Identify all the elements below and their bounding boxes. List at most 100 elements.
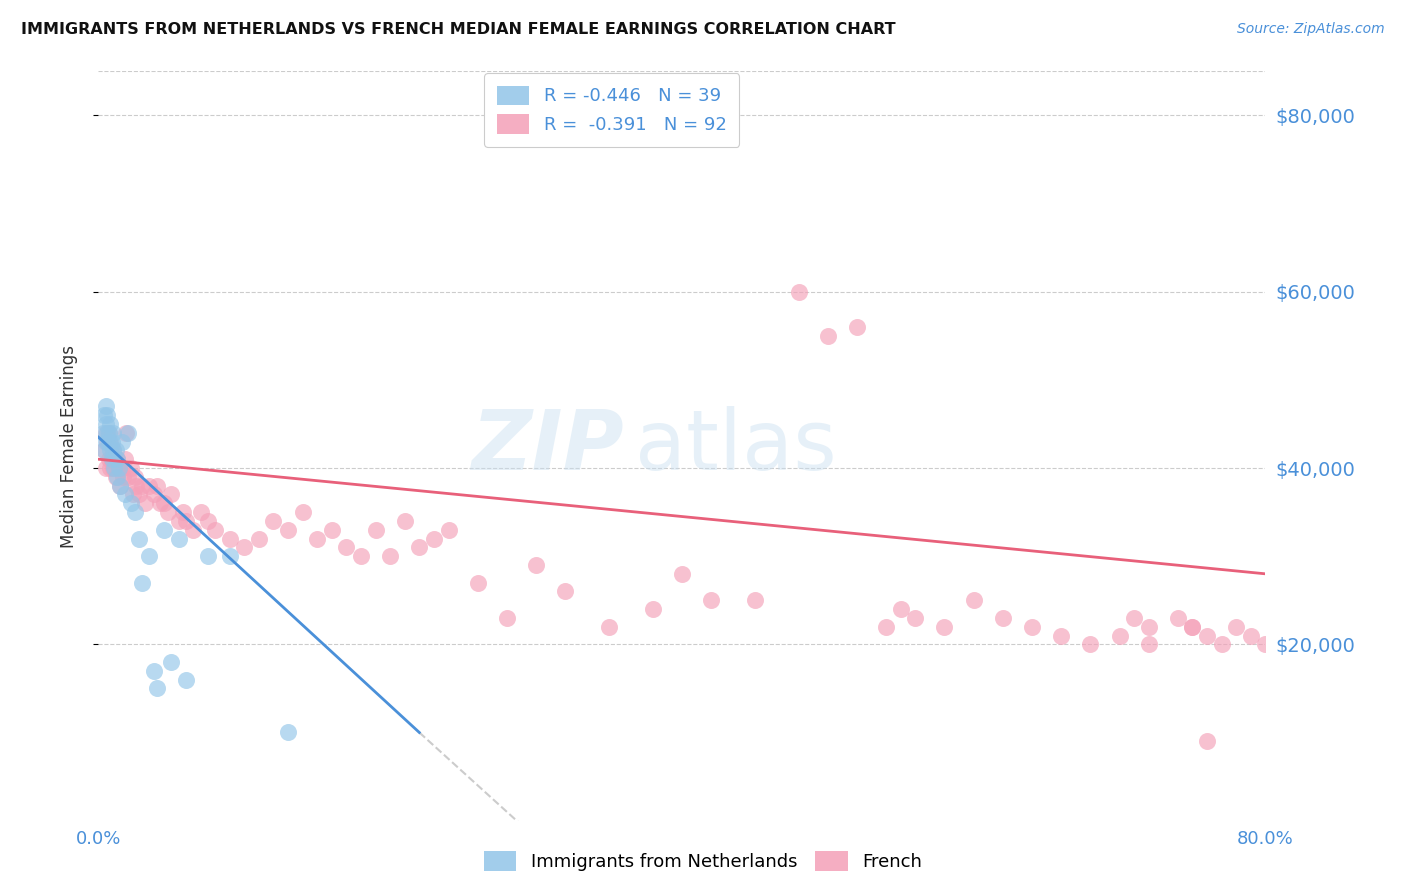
Point	[142, 664, 165, 678]
Point	[233, 541, 256, 555]
Point	[134, 496, 156, 510]
Point	[128, 532, 150, 546]
Text: Source: ZipAtlas.com: Source: ZipAtlas.com	[1237, 22, 1385, 37]
Point	[160, 655, 183, 669]
Point	[93, 443, 115, 458]
Point	[641, 602, 664, 616]
Point	[94, 461, 117, 475]
Point	[101, 425, 124, 440]
Point	[128, 487, 150, 501]
Point	[423, 532, 446, 546]
Point	[94, 434, 117, 449]
Point	[172, 505, 194, 519]
Point	[131, 478, 153, 492]
Point	[97, 452, 120, 467]
Point	[1050, 628, 1073, 642]
Point	[197, 514, 219, 528]
Point	[101, 443, 124, 458]
Point	[496, 611, 519, 625]
Point	[96, 408, 118, 422]
Point	[277, 725, 299, 739]
Point	[160, 487, 183, 501]
Point	[890, 602, 912, 616]
Point	[97, 434, 120, 449]
Point	[167, 532, 190, 546]
Point	[101, 461, 124, 475]
Point	[101, 443, 124, 458]
Point	[131, 575, 153, 590]
Point	[218, 549, 240, 564]
Point	[142, 487, 165, 501]
Point	[174, 514, 197, 528]
Point	[335, 541, 357, 555]
Point	[1181, 620, 1204, 634]
Point	[744, 593, 766, 607]
Point	[380, 549, 402, 564]
Point	[105, 452, 128, 467]
Point	[97, 425, 120, 440]
Point	[103, 452, 125, 467]
Point	[98, 443, 121, 458]
Text: ZIP: ZIP	[471, 406, 624, 486]
Point	[247, 532, 270, 546]
Point	[904, 611, 927, 625]
Point	[93, 408, 115, 422]
Point	[1195, 628, 1218, 642]
Point	[1080, 637, 1102, 651]
Point	[467, 575, 489, 590]
Point	[94, 417, 117, 431]
Point	[96, 434, 118, 449]
Point	[554, 584, 576, 599]
Point	[157, 505, 180, 519]
Point	[671, 566, 693, 581]
Point	[138, 478, 160, 492]
Point	[1137, 620, 1160, 634]
Point	[104, 470, 127, 484]
Point	[291, 505, 314, 519]
Point	[364, 523, 387, 537]
Point	[991, 611, 1014, 625]
Point	[174, 673, 197, 687]
Point	[598, 620, 620, 634]
Point	[146, 681, 169, 696]
Point	[124, 505, 146, 519]
Point	[1195, 734, 1218, 748]
Legend: Immigrants from Netherlands, French: Immigrants from Netherlands, French	[477, 844, 929, 879]
Point	[190, 505, 212, 519]
Point	[108, 461, 131, 475]
Point	[307, 532, 329, 546]
Point	[437, 523, 460, 537]
Point	[125, 478, 148, 492]
Text: IMMIGRANTS FROM NETHERLANDS VS FRENCH MEDIAN FEMALE EARNINGS CORRELATION CHART: IMMIGRANTS FROM NETHERLANDS VS FRENCH ME…	[21, 22, 896, 37]
Point	[1225, 620, 1247, 634]
Point	[1211, 637, 1233, 651]
Point	[98, 461, 121, 475]
Point	[262, 514, 284, 528]
Point	[846, 320, 869, 334]
Point	[117, 470, 139, 484]
Point	[1167, 611, 1189, 625]
Point	[91, 425, 114, 440]
Point	[1108, 628, 1130, 642]
Point	[98, 417, 121, 431]
Point	[94, 425, 117, 440]
Point	[111, 461, 134, 475]
Point	[1181, 620, 1204, 634]
Point	[93, 443, 115, 458]
Point	[115, 425, 138, 440]
Point	[120, 496, 142, 510]
Point	[146, 478, 169, 492]
Point	[114, 452, 136, 467]
Point	[117, 425, 139, 440]
Point	[100, 434, 122, 449]
Point	[124, 470, 146, 484]
Point	[1240, 628, 1263, 642]
Point	[100, 452, 122, 467]
Point	[817, 328, 839, 343]
Legend: R = -0.446   N = 39, R =  -0.391   N = 92: R = -0.446 N = 39, R = -0.391 N = 92	[484, 73, 740, 147]
Point	[108, 461, 131, 475]
Point	[277, 523, 299, 537]
Point	[104, 443, 127, 458]
Point	[153, 496, 176, 510]
Point	[114, 487, 136, 501]
